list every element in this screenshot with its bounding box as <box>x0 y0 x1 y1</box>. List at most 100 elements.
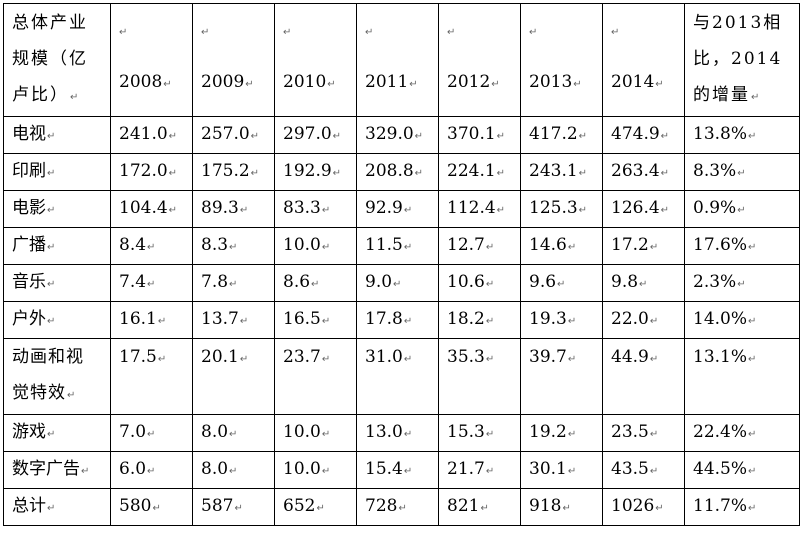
paragraph-mark-icon: ↵ <box>81 465 90 477</box>
paragraph-mark-icon: ↵ <box>316 502 325 514</box>
paragraph-mark-icon: ↵ <box>47 502 56 514</box>
value-cell: 11.5↵ <box>356 227 439 265</box>
change-value: 14.0% <box>693 308 748 329</box>
table-row: 电视↵ 241.0↵ 257.0↵ 297.0↵ 329.0↵ 370.1↵ 417.2↵ 4… <box>3 116 800 154</box>
value-cell: 9.8↵ <box>602 264 685 302</box>
value: 44.9 <box>611 347 649 367</box>
value-cell: 20.1↵ <box>192 338 275 415</box>
value-cell: 13.7↵ <box>192 301 275 339</box>
paragraph-mark-icon: ↵ <box>485 354 495 365</box>
value-cell: 112.4↵ <box>438 190 521 228</box>
header-label-line: 规模（亿 <box>12 48 88 69</box>
value: 12.7 <box>447 234 485 255</box>
value: 297.0 <box>283 123 332 144</box>
value-cell: 14.6↵ <box>520 227 603 265</box>
change-value: 2.3% <box>693 271 737 292</box>
paragraph-mark-icon: ↵ <box>748 428 757 440</box>
change-header-line: 的增量↵ <box>693 84 762 105</box>
paragraph-mark-icon: ↵ <box>229 428 238 440</box>
paragraph-mark-icon: ↵ <box>403 315 413 327</box>
paragraph-mark-icon: ↵ <box>491 78 500 90</box>
paragraph-mark-icon: ↵ <box>234 502 243 514</box>
row-label: 游戏 <box>12 421 46 442</box>
value: 9.8 <box>611 271 639 292</box>
paragraph-mark-icon: ↵ <box>578 130 588 142</box>
value-cell: 329.0↵ <box>356 116 439 154</box>
value: 10.0 <box>283 421 321 442</box>
value-cell: 7.8↵ <box>192 264 275 302</box>
row-label-cell: 广播↵ <box>3 227 111 265</box>
table-row: 数字广告↵ 6.0↵ 8.0↵ 10.0↵ 15.4↵ 21.7↵ 30.1↵ 43.5↵ 44… <box>3 451 800 489</box>
value-cell: 728↵ <box>356 488 439 526</box>
paragraph-mark-icon: ↵ <box>147 465 156 477</box>
industry-size-table: 总体产业 规模（亿 卢比）↵ ↵ 2008↵ ↵ 2009↵ ↵ 2010↵ ↵ 201… <box>3 3 800 526</box>
paragraph-mark-icon: ↵ <box>655 78 664 90</box>
paragraph-mark-icon: ↵ <box>660 167 670 179</box>
paragraph-mark-icon: ↵ <box>119 26 128 38</box>
value: 22.0 <box>611 308 649 329</box>
row-label-cell: 印刷↵ <box>3 153 111 191</box>
value-cell: 208.8↵ <box>356 153 439 191</box>
change-value-cell: 0.9%↵ <box>684 190 800 228</box>
year-header-cell: ↵ 2009↵ <box>192 3 275 117</box>
value-cell: 23.7↵ <box>274 338 357 415</box>
value: 10.0 <box>283 458 321 479</box>
value: 9.0 <box>365 271 393 292</box>
value: 175.2 <box>201 160 250 181</box>
paragraph-mark-icon: ↵ <box>321 354 331 365</box>
paragraph-mark-icon: ↵ <box>567 354 577 365</box>
value: 7.0 <box>119 421 147 442</box>
value: 18.2 <box>447 308 485 329</box>
value-cell: 8.0↵ <box>192 451 275 489</box>
change-value-cell: 44.5%↵ <box>684 451 800 489</box>
paragraph-mark-icon: ↵ <box>229 241 238 253</box>
value-cell: 9.6↵ <box>520 264 603 302</box>
paragraph-mark-icon: ↵ <box>47 241 56 253</box>
value: 20.1 <box>201 347 239 367</box>
value: 23.7 <box>283 347 321 367</box>
paragraph-mark-icon: ↵ <box>557 278 566 290</box>
value: 10.6 <box>447 271 485 292</box>
year-header: 2014 <box>611 71 655 92</box>
value: 1026 <box>611 495 655 516</box>
change-header-line: 比，2014 <box>693 48 783 69</box>
paragraph-mark-icon: ↵ <box>611 26 620 38</box>
value: 112.4 <box>447 197 496 218</box>
row-label-cell: 电视↵ <box>3 116 111 154</box>
paragraph-mark-icon: ↵ <box>403 428 413 440</box>
paragraph-mark-icon: ↵ <box>163 78 172 90</box>
paragraph-mark-icon: ↵ <box>311 278 320 290</box>
change-header-cell: 与2013相 比，2014 的增量↵ <box>684 3 800 117</box>
value: 918 <box>529 495 562 516</box>
value: 257.0 <box>201 123 250 144</box>
paragraph-mark-icon: ↵ <box>485 428 495 440</box>
value-cell: 580↵ <box>110 488 193 526</box>
value: 19.3 <box>529 308 567 329</box>
paragraph-mark-icon: ↵ <box>321 428 331 440</box>
paragraph-mark-icon: ↵ <box>239 354 249 365</box>
value: 821 <box>447 495 480 516</box>
row-label-cell: 游戏↵ <box>3 414 111 452</box>
change-header-line: 与2013相 <box>693 12 783 33</box>
value-cell: 39.7↵ <box>520 338 603 415</box>
table-row: 电影↵ 104.4↵ 89.3↵ 83.3↵ 92.9↵ 112.4↵ 125.3↵ 126.… <box>3 190 800 228</box>
value: 15.4 <box>365 458 403 479</box>
paragraph-mark-icon: ↵ <box>485 315 495 327</box>
value: 21.7 <box>447 458 485 479</box>
value: 8.0 <box>201 421 229 442</box>
paragraph-mark-icon: ↵ <box>496 167 506 179</box>
paragraph-mark-icon: ↵ <box>529 26 538 38</box>
paragraph-mark-icon: ↵ <box>168 167 178 179</box>
value-cell: 10.0↵ <box>274 227 357 265</box>
year-header: 2009 <box>201 71 245 92</box>
value: 13.0 <box>365 421 403 442</box>
row-label: 印刷 <box>12 160 46 181</box>
value: 370.1 <box>447 123 496 144</box>
paragraph-mark-icon: ↵ <box>321 241 331 253</box>
paragraph-mark-icon: ↵ <box>229 465 238 477</box>
value-cell: 1026↵ <box>602 488 685 526</box>
value-cell: 44.9↵ <box>602 338 685 415</box>
value-cell: 125.3↵ <box>520 190 603 228</box>
value-cell: 6.0↵ <box>110 451 193 489</box>
value-cell: 89.3↵ <box>192 190 275 228</box>
